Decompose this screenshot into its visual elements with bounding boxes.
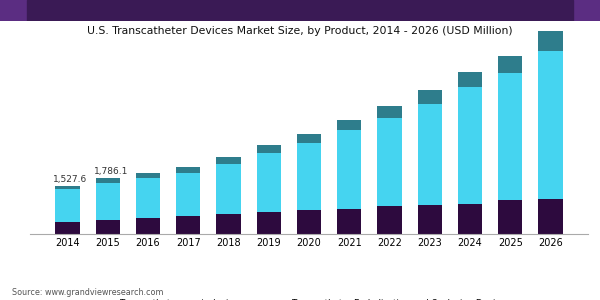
Bar <box>538 199 563 234</box>
Bar <box>458 87 482 204</box>
Bar <box>136 173 160 178</box>
Bar <box>95 182 120 220</box>
Bar <box>418 205 442 234</box>
Bar <box>217 157 241 164</box>
Bar <box>257 153 281 212</box>
Bar <box>458 72 482 87</box>
Bar <box>297 210 321 234</box>
Bar <box>217 214 241 234</box>
Bar <box>257 145 281 153</box>
Bar <box>176 216 200 234</box>
Bar <box>176 167 200 173</box>
Bar <box>498 56 523 73</box>
Bar <box>337 208 361 234</box>
Text: Source: www.grandviewresearch.com: Source: www.grandviewresearch.com <box>12 288 163 297</box>
Bar <box>337 130 361 208</box>
Bar <box>377 206 401 234</box>
Text: 1,786.1: 1,786.1 <box>94 167 128 176</box>
Bar <box>377 118 401 206</box>
Bar <box>337 120 361 130</box>
Bar <box>95 220 120 234</box>
Bar <box>136 178 160 218</box>
Bar <box>498 73 523 200</box>
Bar <box>377 106 401 118</box>
Bar <box>55 189 80 222</box>
Text: 1,527.6: 1,527.6 <box>53 175 88 184</box>
Bar <box>217 164 241 214</box>
Bar <box>55 186 80 189</box>
Bar <box>418 90 442 104</box>
Text: U.S. Transcatheter Devices Market Size, by Product, 2014 - 2026 (USD Million): U.S. Transcatheter Devices Market Size, … <box>87 26 513 37</box>
Bar <box>136 218 160 234</box>
Bar <box>55 222 80 234</box>
Bar <box>538 31 563 51</box>
Bar <box>257 212 281 234</box>
Legend: Transcatheter repair devices, Transcatheter replacement devices, Transcatheter E: Transcatheter repair devices, Transcathe… <box>104 296 514 300</box>
Bar <box>95 178 120 182</box>
Bar <box>297 143 321 210</box>
Bar <box>176 173 200 216</box>
Bar <box>538 51 563 199</box>
Bar <box>498 200 523 234</box>
Bar <box>418 104 442 205</box>
Bar <box>458 204 482 234</box>
Bar <box>297 134 321 143</box>
